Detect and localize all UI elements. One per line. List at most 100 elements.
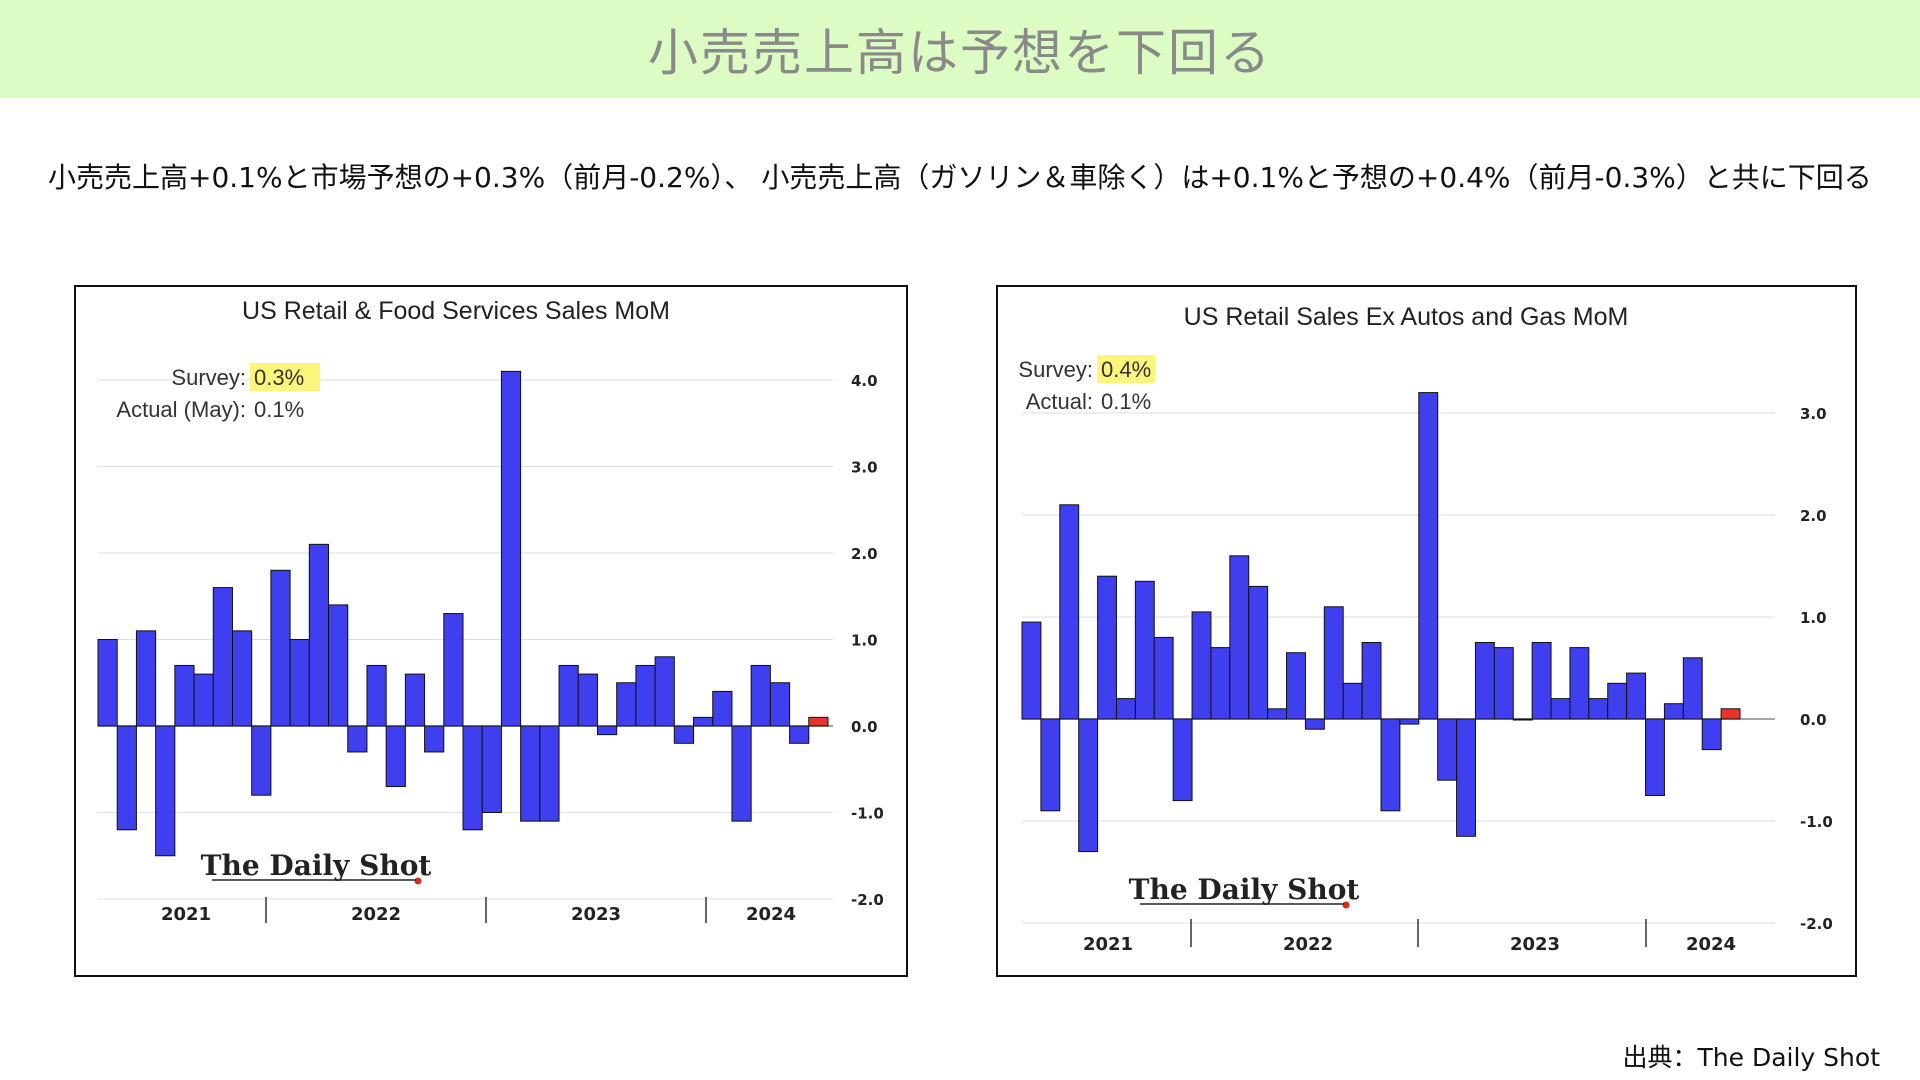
actual-value: 0.1%	[254, 397, 304, 422]
bar	[1399, 718, 1420, 725]
bar	[1663, 703, 1684, 720]
bar	[673, 725, 695, 744]
y-tick-label: -1.0	[1800, 813, 1833, 831]
chart-panel-retail-food-services: US Retail & Food Services Sales MoM 4.0 3.…	[74, 285, 908, 977]
chart-panel-retail-ex-autos-gas: US Retail Sales Ex Autos and Gas MoM 3.0 2…	[996, 285, 1857, 977]
bar	[558, 664, 579, 727]
y-tick-label: 0.0	[851, 718, 878, 736]
survey-highlight	[250, 363, 320, 391]
bar	[404, 673, 426, 727]
bar	[635, 664, 656, 727]
y-tick-label: 4.0	[851, 372, 878, 390]
source-credit: 出典：The Daily Shot	[1622, 1043, 1880, 1072]
bar	[1456, 718, 1476, 837]
bar	[789, 725, 810, 744]
title-banner: 小売売上高は予想を下回る	[0, 0, 1920, 98]
bar	[693, 716, 714, 727]
bar	[1286, 652, 1306, 720]
bar	[1134, 580, 1155, 720]
bar	[1512, 718, 1533, 721]
bar	[443, 613, 464, 727]
bar	[577, 673, 598, 727]
bar	[193, 673, 214, 727]
bar	[1361, 642, 1382, 720]
bar	[308, 543, 330, 727]
bar	[1191, 611, 1212, 720]
bar	[1380, 718, 1401, 812]
x-year-label: 2022	[1283, 934, 1333, 955]
actual-label: Actual:	[1026, 389, 1093, 414]
bar	[1607, 682, 1628, 720]
watermark-logo: The Daily Shot	[1129, 873, 1360, 906]
bar	[1418, 392, 1439, 720]
bar	[481, 725, 502, 813]
bar	[1097, 575, 1117, 720]
bar	[1115, 698, 1136, 720]
x-year-label: 2024	[746, 904, 796, 925]
bar	[1078, 718, 1099, 853]
y-tick-label: -2.0	[851, 891, 884, 909]
bar	[1474, 642, 1495, 720]
bar	[1550, 698, 1571, 720]
bar	[155, 725, 176, 857]
survey-label: Survey:	[171, 365, 246, 390]
bar	[1304, 718, 1325, 730]
survey-value: 0.3%	[254, 365, 304, 390]
bar	[1342, 682, 1363, 720]
x-year-label: 2021	[161, 904, 211, 925]
x-year-label: 2022	[351, 904, 401, 925]
bar	[1172, 718, 1193, 802]
bar	[231, 630, 253, 727]
bar	[1040, 718, 1061, 812]
bar	[500, 370, 522, 727]
y-tick-label: 3.0	[1800, 405, 1827, 423]
y-tick-label: 3.0	[851, 459, 878, 477]
bar	[616, 682, 637, 727]
bar	[270, 569, 291, 727]
bar	[1210, 647, 1231, 720]
x-year-label: 2024	[1686, 934, 1736, 955]
bar	[1701, 718, 1722, 751]
summary-text: 小売売上高+0.1%と市場予想の+0.3%（前月-0.2%）、 小売売上高（ガソ…	[48, 161, 1872, 194]
bar	[1588, 698, 1609, 720]
actual-label: Actual (May):	[116, 397, 246, 422]
watermark-dot	[414, 877, 422, 885]
watermark-logo: The Daily Shot	[201, 849, 432, 882]
bar	[462, 725, 483, 831]
bar	[1021, 621, 1042, 720]
bar	[769, 682, 791, 727]
bar	[289, 639, 310, 727]
bar	[1323, 606, 1344, 720]
y-tick-label: -2.0	[1800, 915, 1833, 933]
latest-bar	[1720, 708, 1741, 720]
bar	[1493, 647, 1514, 720]
bar	[712, 690, 733, 727]
bar	[1645, 718, 1665, 796]
survey-label: Survey:	[1018, 357, 1093, 382]
chart-title: US Retail Sales Ex Autos and Gas MoM	[1184, 303, 1629, 331]
bar	[174, 664, 195, 727]
bar	[347, 725, 368, 753]
bar	[97, 639, 118, 727]
bar	[424, 725, 445, 753]
chart-title: US Retail & Food Services Sales MoM	[242, 297, 670, 325]
bar	[1626, 672, 1647, 720]
x-year-label: 2023	[571, 904, 621, 925]
x-year-label: 2021	[1083, 934, 1133, 955]
y-tick-label: -1.0	[851, 805, 884, 823]
bar	[366, 664, 387, 727]
bar	[1153, 636, 1174, 720]
bar	[328, 604, 349, 727]
bar	[1531, 642, 1552, 720]
x-year-label: 2023	[1510, 934, 1560, 955]
survey-highlight	[1097, 355, 1155, 383]
bar	[135, 630, 157, 727]
bar	[1682, 657, 1703, 720]
bar	[1059, 504, 1080, 720]
bar	[731, 725, 752, 822]
bar	[1437, 718, 1458, 781]
watermark-dot	[1342, 901, 1350, 909]
bar	[385, 725, 406, 788]
y-tick-label: 1.0	[851, 632, 878, 650]
bar	[251, 725, 272, 796]
